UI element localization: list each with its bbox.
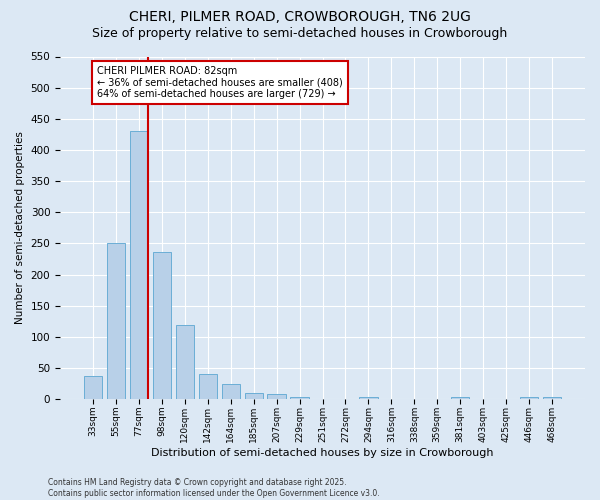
Bar	[130, 132, 148, 400]
Bar	[543, 398, 561, 400]
Text: CHERI PILMER ROAD: 82sqm
← 36% of semi-detached houses are smaller (408)
64% of : CHERI PILMER ROAD: 82sqm ← 36% of semi-d…	[97, 66, 343, 99]
Bar	[290, 397, 309, 400]
Text: CHERI, PILMER ROAD, CROWBOROUGH, TN6 2UG: CHERI, PILMER ROAD, CROWBOROUGH, TN6 2UG	[129, 10, 471, 24]
Bar	[84, 376, 102, 400]
Bar	[520, 398, 538, 400]
X-axis label: Distribution of semi-detached houses by size in Crowborough: Distribution of semi-detached houses by …	[151, 448, 494, 458]
Bar	[268, 394, 286, 400]
Bar	[359, 398, 377, 400]
Text: Size of property relative to semi-detached houses in Crowborough: Size of property relative to semi-detach…	[92, 28, 508, 40]
Bar	[199, 374, 217, 400]
Text: Contains HM Land Registry data © Crown copyright and database right 2025.
Contai: Contains HM Land Registry data © Crown c…	[48, 478, 380, 498]
Bar	[107, 244, 125, 400]
Bar	[176, 325, 194, 400]
Y-axis label: Number of semi-detached properties: Number of semi-detached properties	[15, 132, 25, 324]
Bar	[153, 252, 171, 400]
Bar	[221, 384, 240, 400]
Bar	[245, 393, 263, 400]
Bar	[451, 397, 469, 400]
